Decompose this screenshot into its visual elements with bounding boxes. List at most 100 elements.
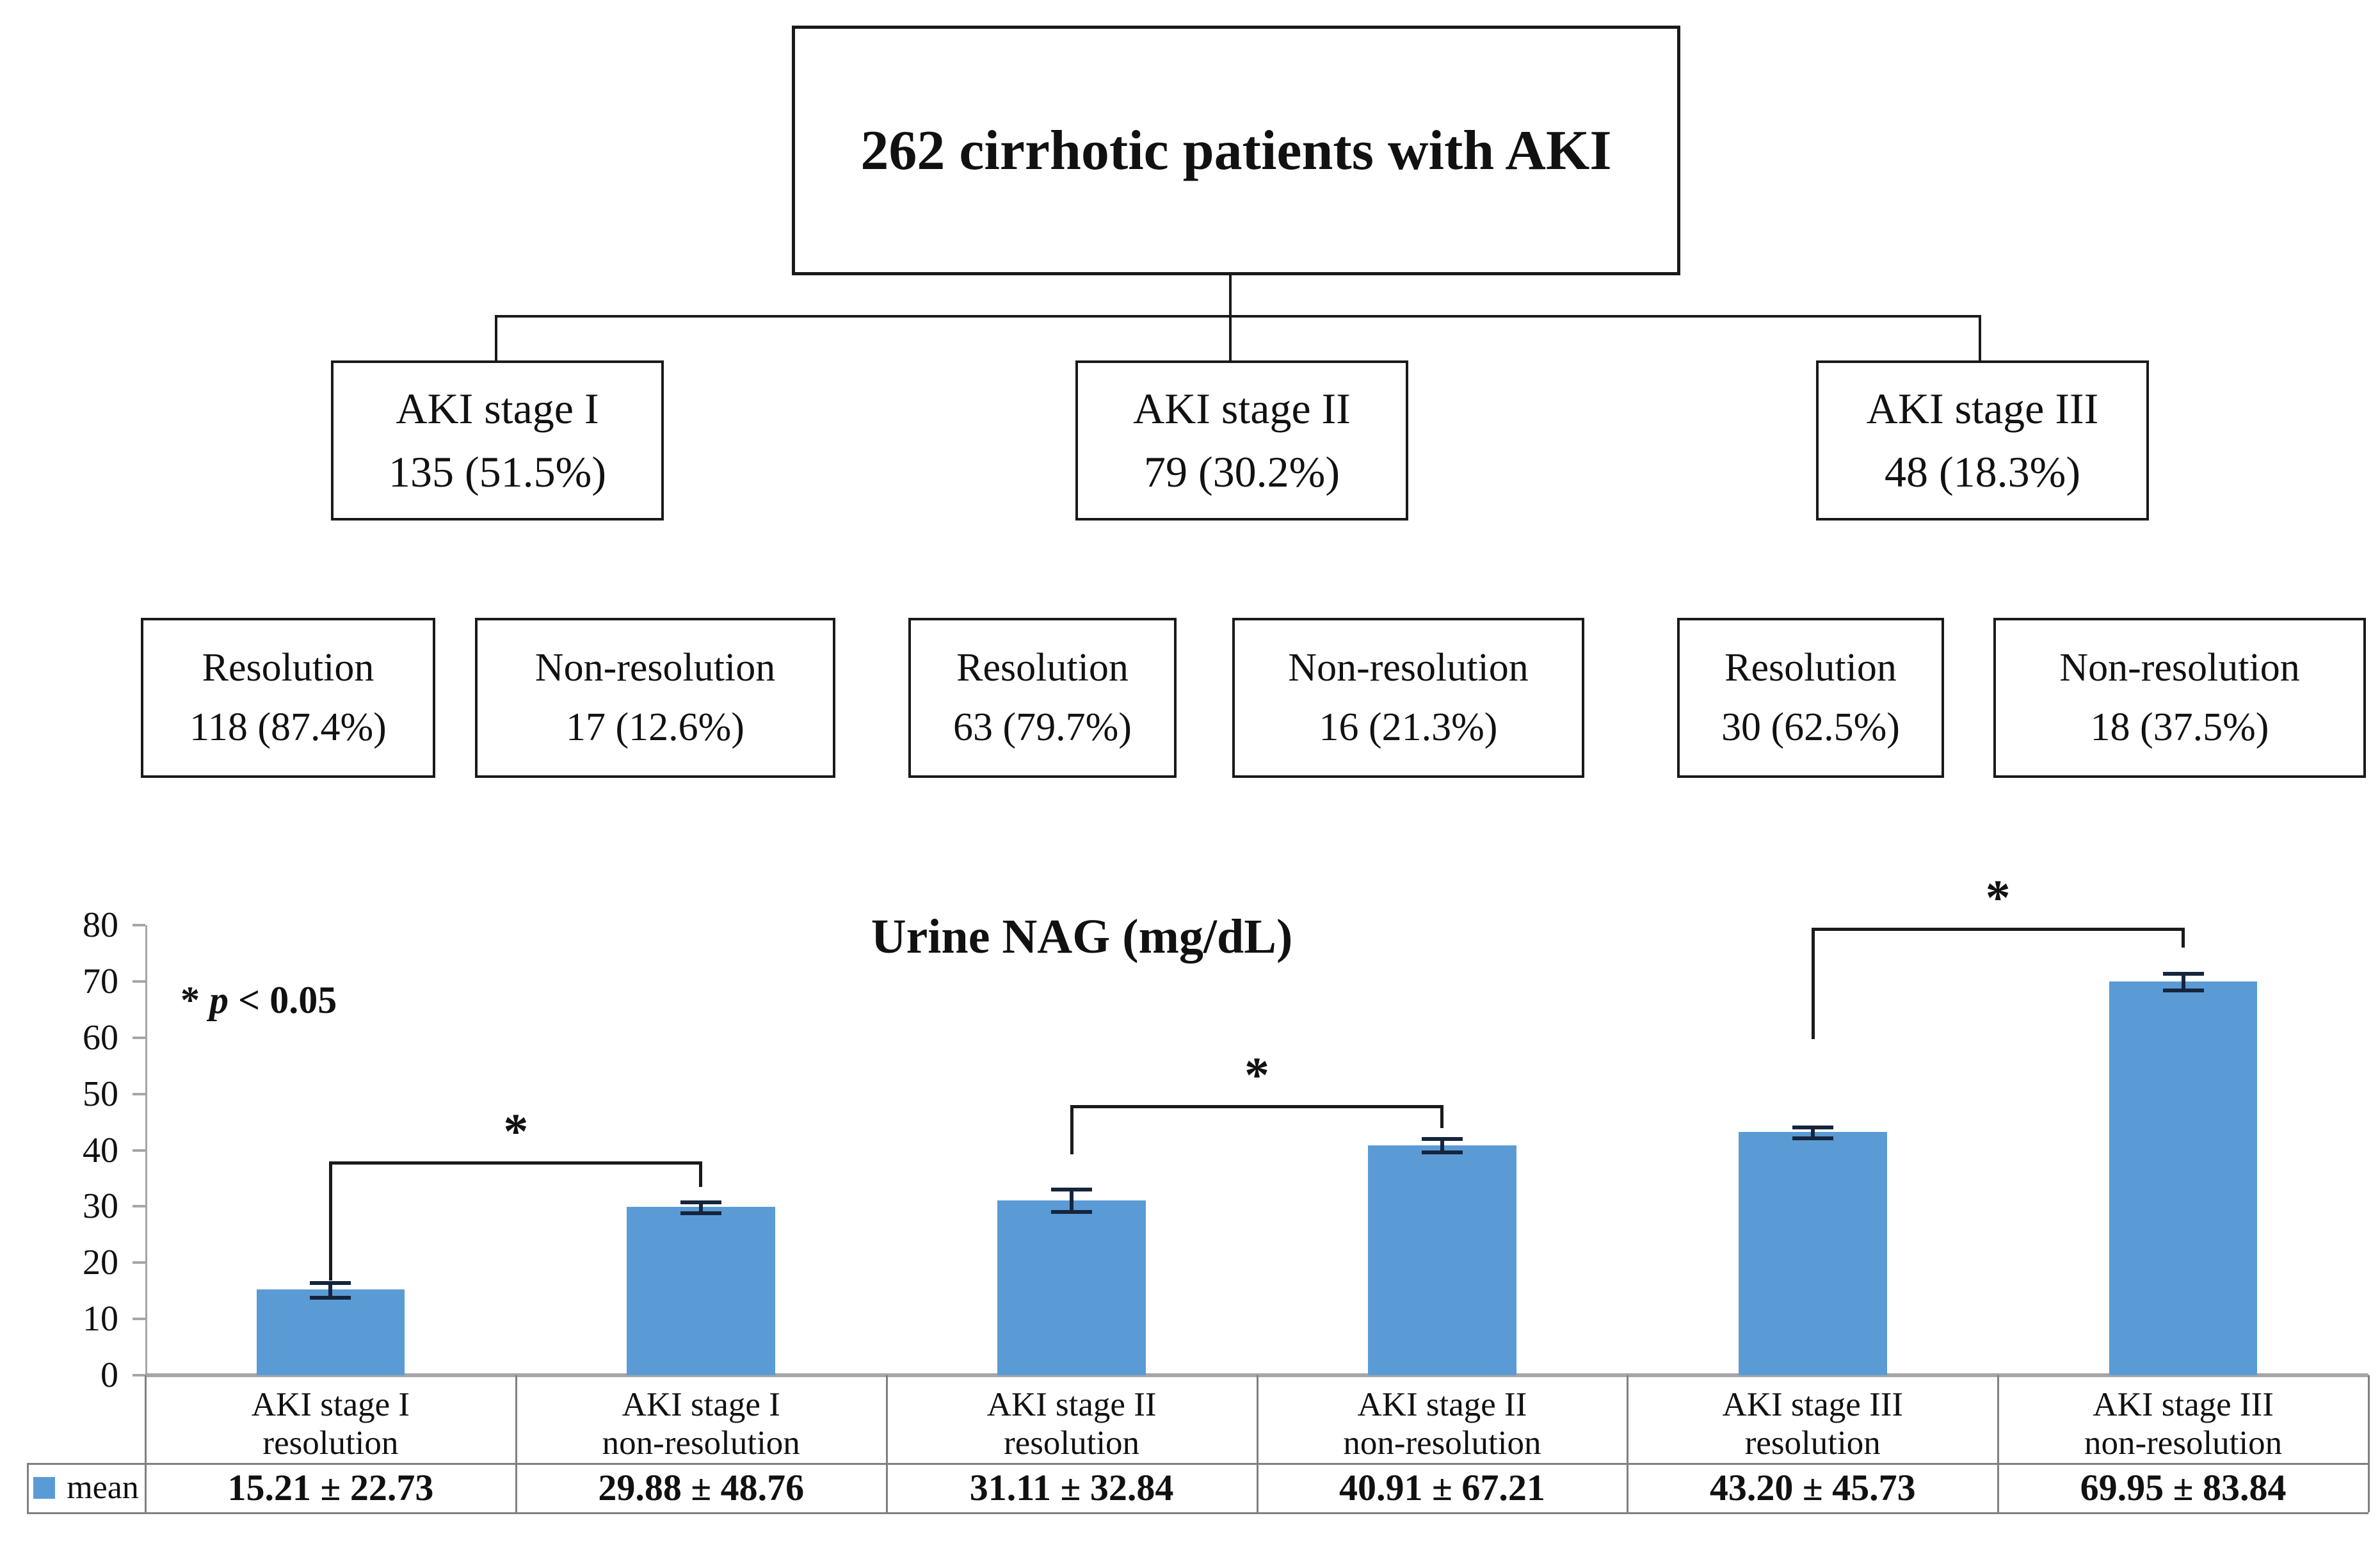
y-tick-mark [133,1036,145,1039]
x-category-line1: AKI stage II [986,1386,1157,1423]
outcome4-name: Non-resolution [1288,646,1529,690]
flow-outcome2-box: Non-resolution 17 (12.6%) [475,618,835,778]
y-tick-label: 10 [83,1299,118,1339]
outcome6-count: 18 (37.5%) [2090,706,2269,749]
outcome1-count: 118 (87.4%) [189,706,387,749]
significance-asterisk: * [1985,869,2011,926]
outcome5-count: 30 (62.5%) [1721,706,1900,749]
outcome2-count: 17 (12.6%) [566,706,744,749]
significance-asterisk: * [503,1103,529,1159]
error-bar-cap-top [1792,1125,1833,1129]
y-tick-mark [133,1149,145,1152]
table-column-separator [1627,1375,1629,1512]
y-tick-mark [133,1374,145,1376]
mean-value-cell: 31.11 ± 32.84 [969,1467,1174,1508]
y-tick-label: 0 [101,1355,118,1395]
y-tick-label: 40 [83,1130,118,1170]
stage3-name: AKI stage III [1866,384,2099,433]
x-category-line2: non-resolution [1343,1425,1541,1462]
x-category-line1: AKI stage I [251,1386,410,1423]
mean-value-cell: 43.20 ± 45.73 [1709,1467,1916,1508]
error-bar-stem [2181,973,2185,990]
significance-bracket-horizontal [330,1161,702,1165]
bar [1738,1132,1887,1375]
significance-bracket-horizontal [1072,1105,1442,1109]
significance-bracket-right-drop [1440,1105,1443,1129]
y-tick-label: 50 [83,1074,118,1114]
significance-bracket-left-drop [1070,1105,1074,1154]
stage2-name: AKI stage II [1133,384,1351,433]
flow-outcome6-box: Non-resolution 18 (37.5%) [1993,618,2366,778]
error-bar-stem [1070,1189,1074,1212]
significance-note-star: * [181,979,200,1021]
connector-stage3-stem [1979,315,1981,360]
legend-key-cell: mean [27,1463,145,1512]
flow-outcome5-box: Resolution 30 (62.5%) [1677,618,1944,778]
error-bar-cap-bottom [310,1295,351,1300]
legend-cell-left-border [27,1463,29,1512]
error-bar-stem [699,1201,704,1213]
x-category-line2: resolution [262,1425,399,1462]
y-tick-label: 60 [83,1017,118,1058]
significance-note: * p < 0.05 [181,978,337,1022]
mean-row-bottom-border [27,1512,2368,1514]
bar [627,1207,775,1375]
x-category-label: AKI stage III non-resolution [1998,1382,2368,1462]
mean-value-cell: 15.21 ± 22.73 [227,1467,434,1508]
error-bar-cap-bottom [1792,1136,1833,1141]
x-category-line1: AKI stage I [622,1386,780,1423]
x-category-line2: non-resolution [602,1425,800,1462]
bar [256,1289,405,1375]
y-tick-mark [133,924,145,926]
y-tick-label: 30 [83,1186,118,1227]
significance-note-p: p [209,979,229,1021]
table-column-separator [145,1375,147,1512]
y-tick-mark [133,1205,145,1208]
x-category-line2: non-resolution [2084,1425,2283,1462]
error-bar-cap-bottom [680,1211,722,1216]
y-axis-line [145,925,147,1375]
significance-bracket-right-drop [2181,928,2185,948]
outcome5-name: Resolution [1725,646,1897,690]
outcome3-name: Resolution [956,646,1129,690]
x-category-line1: AKI stage III [1722,1386,1904,1423]
table-column-separator [885,1375,888,1512]
error-bar-cap-top [310,1280,351,1285]
x-category-label: AKI stage III resolution [1627,1382,1998,1462]
x-category-line1: AKI stage II [1357,1386,1527,1423]
connector-stage2-stem [1229,315,1232,360]
error-bar-cap-top [1051,1188,1093,1192]
flow-stage2-box: AKI stage II 79 (30.2%) [1075,360,1408,521]
flow-root-label: 262 cirrhotic patients with AKI [860,119,1612,182]
x-category-label: AKI stage II resolution [887,1382,1257,1462]
table-column-separator [2368,1375,2370,1512]
error-bar-cap-top [2162,972,2204,976]
outcome2-name: Non-resolution [535,646,776,690]
flow-outcome3-box: Resolution 63 (79.7%) [908,618,1177,778]
significance-asterisk: * [1244,1047,1269,1103]
flow-stage3-box: AKI stage III 48 (18.3%) [1816,360,2149,521]
outcome1-name: Resolution [202,646,374,690]
chart-title: Urine NAG (mg/dL) [871,910,1293,964]
outcome4-count: 16 (21.3%) [1319,706,1498,749]
bar [1368,1145,1516,1375]
stage1-name: AKI stage I [396,384,599,433]
error-bar-cap-top [680,1200,722,1204]
error-bar-cap-bottom [1421,1150,1463,1155]
bar [2109,981,2258,1375]
connector-root-stem [1229,275,1232,316]
y-tick-mark [133,1318,145,1321]
stage3-count: 48 (18.3%) [1885,448,2080,496]
y-tick-label: 80 [83,905,118,945]
error-bar-cap-bottom [2162,989,2204,993]
legend-mean-swatch-icon [33,1476,56,1499]
outcome3-count: 63 (79.7%) [953,706,1132,749]
error-bar-cap-bottom [1051,1210,1093,1215]
stage1-count: 135 (51.5%) [389,448,606,496]
mean-value-cell: 29.88 ± 48.76 [598,1467,805,1508]
error-bar-stem [328,1282,333,1297]
